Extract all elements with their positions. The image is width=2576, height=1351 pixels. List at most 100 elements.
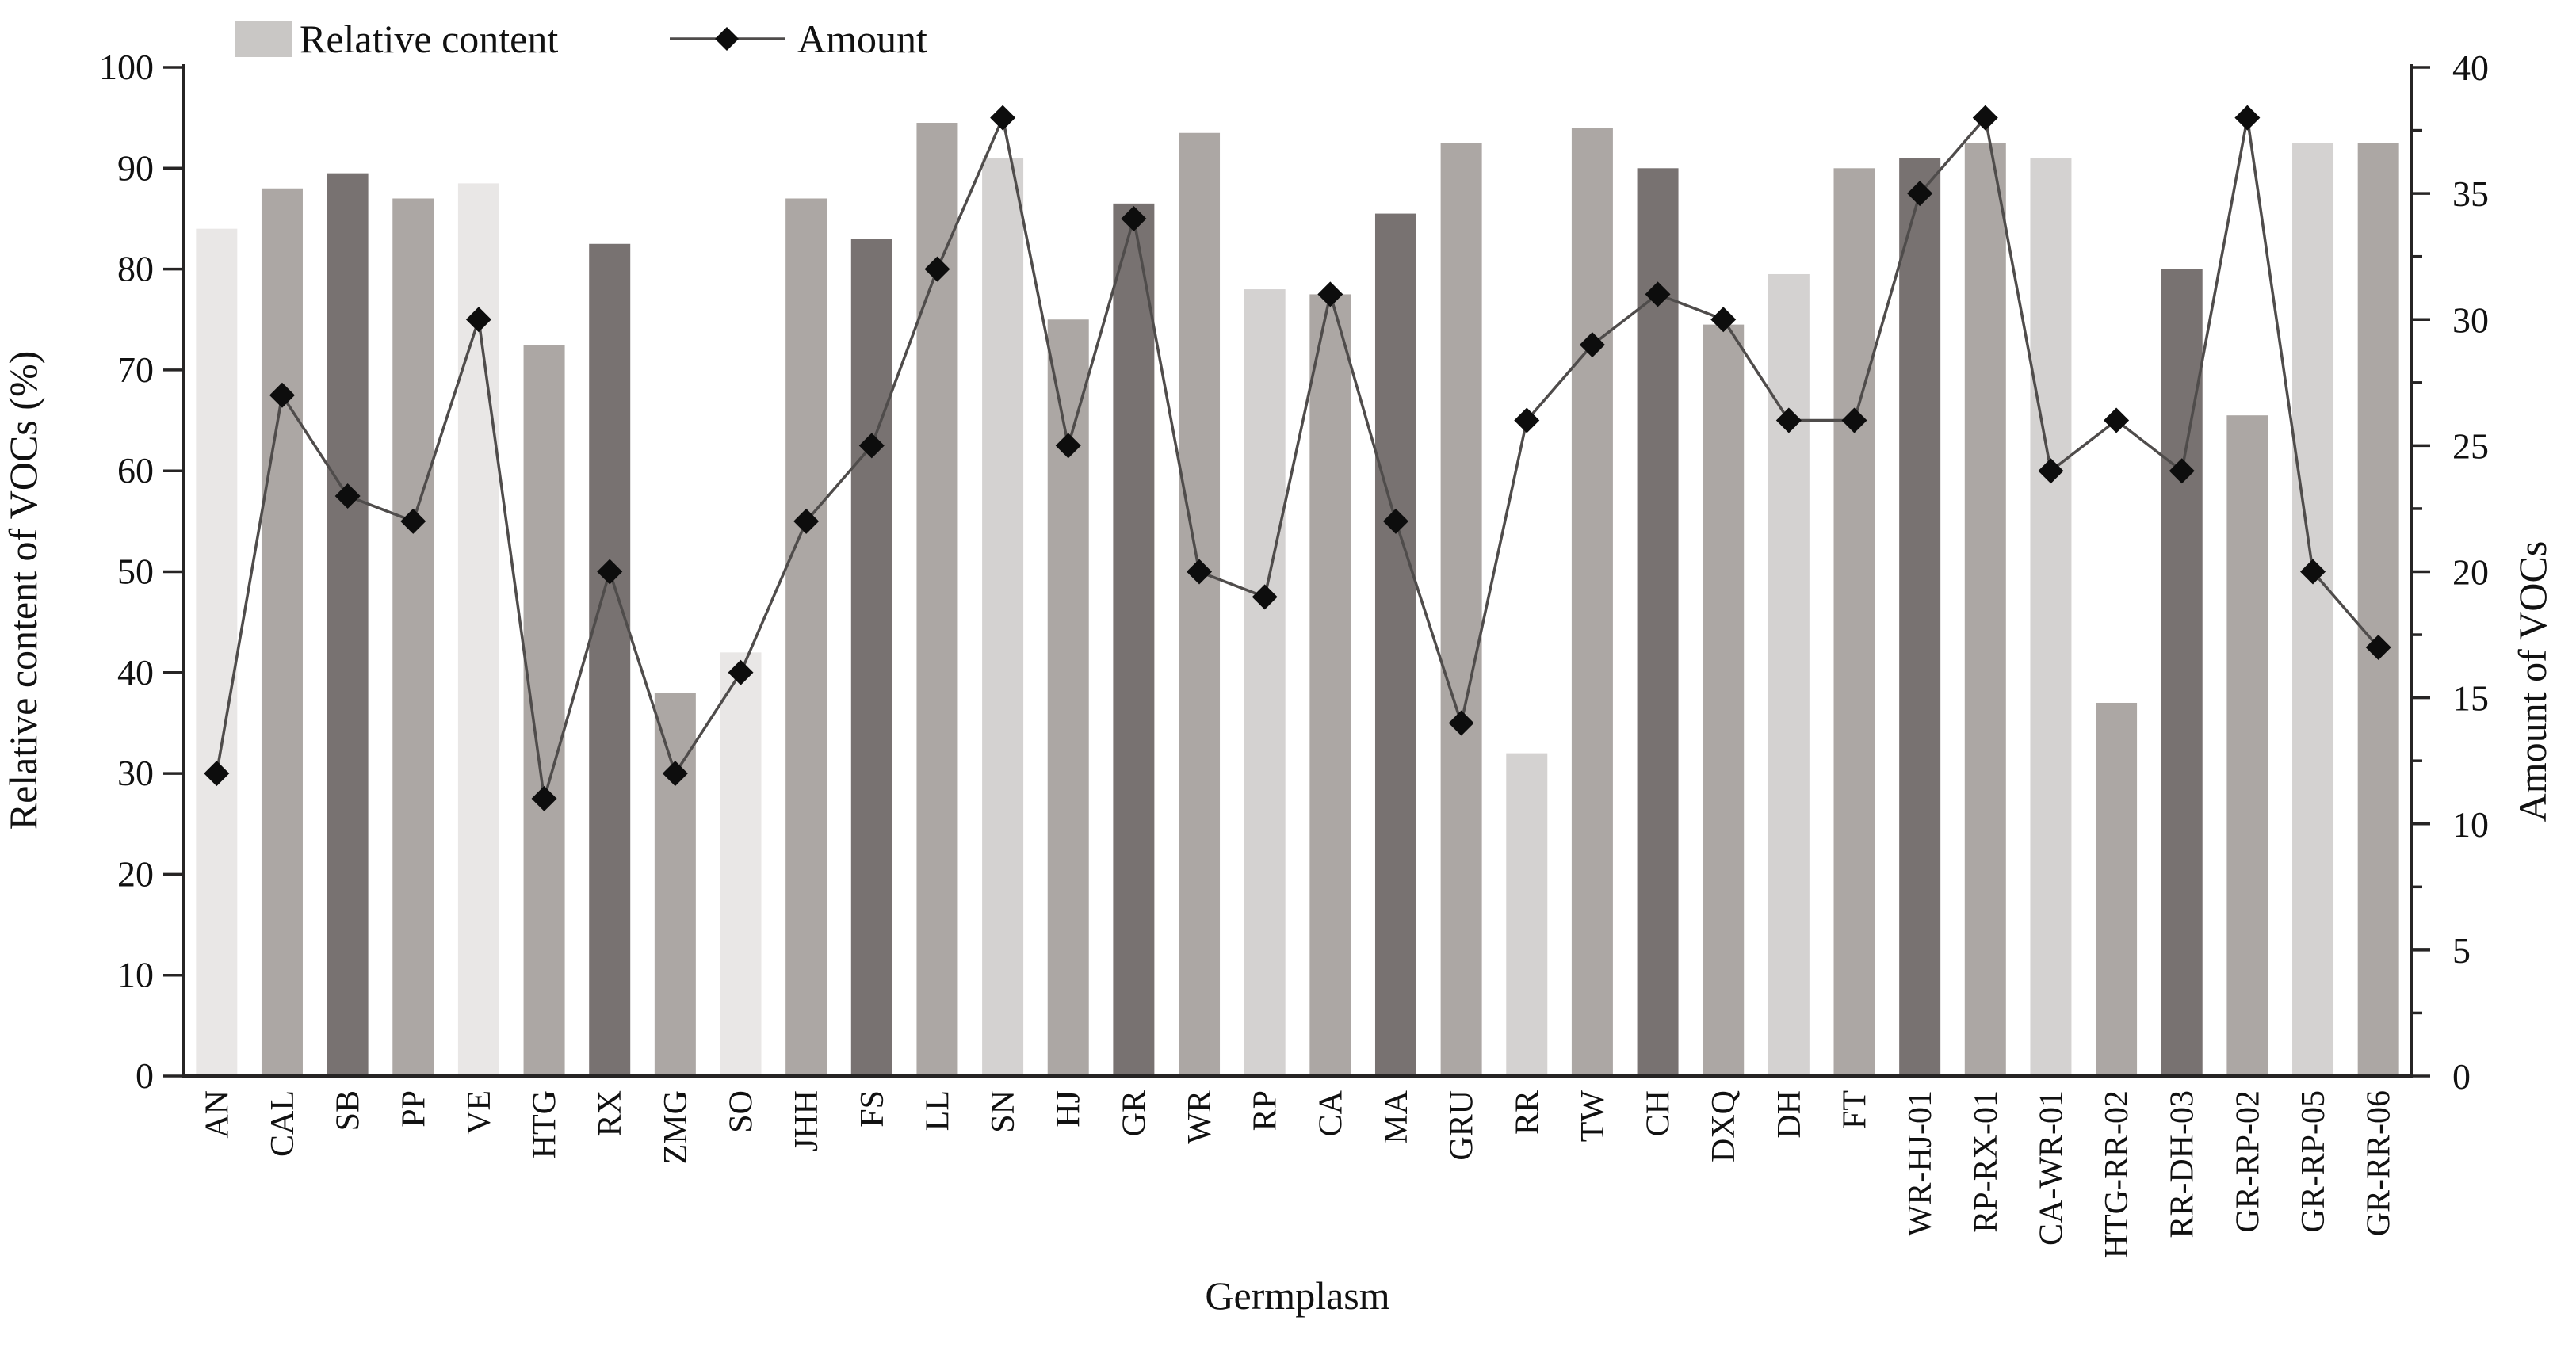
x-tick-label-CAL: CAL — [265, 1090, 301, 1157]
x-tick-label-FT: FT — [1837, 1090, 1874, 1129]
bar-FS — [850, 239, 892, 1076]
amount-marker-VE — [465, 307, 491, 333]
amount-marker-CAL — [269, 382, 295, 408]
amount-marker-WR-HJ-01 — [1907, 181, 1933, 207]
left-axis-tick-label: 90 — [117, 147, 154, 188]
x-tick-label-MA: MA — [1378, 1090, 1415, 1143]
bar-WR-HJ-01 — [1899, 158, 1941, 1076]
x-tick-label-WR: WR — [1182, 1090, 1218, 1144]
bar-HTG — [523, 345, 565, 1076]
amount-marker-MA — [1382, 508, 1408, 534]
bar-JHH — [785, 198, 827, 1077]
right-axis-tick-label: 30 — [2452, 300, 2489, 340]
amount-marker-DXQ — [1710, 307, 1737, 333]
bar-ZMG — [654, 693, 696, 1076]
left-axis-tick-label: 20 — [117, 853, 154, 894]
amount-marker-HTG — [531, 785, 557, 811]
x-tick-label-GR: GR — [1116, 1090, 1152, 1136]
amount-marker-GR — [1121, 205, 1147, 231]
amount-marker-SB — [334, 483, 361, 509]
right-axis-tick-label: 25 — [2452, 426, 2489, 466]
x-tick-label-GR-RP-05: GR-RP-05 — [2295, 1090, 2332, 1233]
amount-marker-RP-RX-01 — [1972, 105, 1998, 131]
left-axis-tick-label: 80 — [117, 249, 154, 289]
amount-marker-GR-RR-06 — [2365, 634, 2391, 660]
amount-marker-LL — [924, 256, 950, 282]
bar-WR — [1179, 132, 1221, 1076]
amount-marker-CH — [1645, 281, 1671, 307]
x-tick-label-RR-DH-03: RR-DH-03 — [2165, 1090, 2201, 1238]
bar-SN — [982, 158, 1024, 1076]
x-tick-label-TW: TW — [1575, 1090, 1611, 1143]
bar-CH — [1637, 168, 1679, 1076]
x-tick-label-SN: SN — [985, 1090, 1022, 1133]
x-tick-label-FS: FS — [854, 1090, 891, 1128]
amount-marker-FS — [858, 433, 885, 459]
bar-RR — [1506, 753, 1548, 1076]
left-axis-tick-label: 30 — [117, 753, 154, 793]
x-tick-label-GRU: GRU — [1444, 1090, 1481, 1161]
bar-MA — [1374, 213, 1416, 1077]
right-axis-tick-label: 15 — [2452, 678, 2489, 719]
bar-AN — [196, 228, 238, 1077]
x-tick-label-HJ: HJ — [1051, 1090, 1087, 1128]
right-axis-tick-label: 5 — [2452, 930, 2471, 971]
x-tick-label-DH: DH — [1771, 1090, 1808, 1139]
x-tick-label-CH: CH — [1641, 1090, 1677, 1136]
amount-marker-PP — [400, 508, 426, 534]
amount-marker-JHH — [793, 508, 820, 534]
legend-label-amount: Amount — [797, 17, 927, 61]
bar-DXQ — [1703, 324, 1745, 1076]
bar-SB — [327, 173, 369, 1076]
right-axis-tick-label: 40 — [2452, 48, 2489, 88]
amount-marker-GR-RP-02 — [2234, 105, 2261, 131]
bar-GR — [1113, 203, 1155, 1077]
amount-marker-GR-RP-05 — [2300, 559, 2326, 585]
bar-SO — [720, 652, 762, 1076]
amount-marker-ZMG — [662, 761, 688, 787]
x-tick-label-GR-RR-06: GR-RR-06 — [2361, 1090, 2398, 1236]
amount-marker-DH — [1775, 407, 1802, 433]
left-axis-tick-label: 60 — [117, 450, 154, 490]
left-axis-tick-label: 0 — [136, 1055, 154, 1096]
bar-CA-WR-01 — [2030, 158, 2072, 1076]
x-tick-label-HTG-RR-02: HTG-RR-02 — [2099, 1090, 2135, 1258]
legend-bar-swatch — [235, 21, 292, 57]
amount-marker-HJ — [1055, 433, 1081, 459]
legend-label-relative-content: Relative content — [300, 17, 558, 61]
amount-marker-CA-WR-01 — [2038, 458, 2064, 484]
bar-GR-RR-06 — [2357, 143, 2399, 1077]
bar-RX — [589, 243, 631, 1076]
amount-marker-RR — [1514, 407, 1540, 433]
bar-RP — [1244, 289, 1286, 1076]
amount-marker-CA — [1317, 281, 1343, 307]
x-axis-title: Germplasm — [1205, 1273, 1389, 1318]
amount-marker-GRU — [1448, 710, 1474, 736]
right-axis-title: Amount of VOCs — [2510, 541, 2555, 822]
x-tick-label-JHH: JHH — [789, 1090, 825, 1151]
right-axis-tick-label: 35 — [2452, 174, 2489, 214]
x-tick-label-RP: RP — [1248, 1090, 1284, 1131]
amount-marker-RP — [1252, 584, 1278, 610]
x-tick-label-CA: CA — [1313, 1090, 1349, 1136]
x-tick-label-AN: AN — [199, 1090, 235, 1139]
left-axis-tick-label: 10 — [117, 955, 154, 995]
bar-TW — [1571, 128, 1613, 1076]
right-axis-tick-label: 0 — [2452, 1056, 2471, 1097]
x-tick-label-RX: RX — [592, 1090, 629, 1136]
left-axis-title: Relative content of VOCs (%) — [1, 351, 45, 830]
bar-RP-RX-01 — [1964, 143, 2006, 1077]
bar-GR-RP-02 — [2226, 415, 2268, 1076]
left-axis-tick-label: 40 — [117, 652, 154, 693]
amount-marker-AN — [204, 761, 230, 787]
left-axis-tick-label: 70 — [117, 349, 154, 390]
x-tick-label-CA-WR-01: CA-WR-01 — [2033, 1090, 2070, 1246]
right-axis-tick-label: 10 — [2452, 804, 2489, 845]
amount-marker-FT — [1841, 407, 1867, 433]
x-tick-label-GR-RP-02: GR-RP-02 — [2230, 1090, 2266, 1233]
amount-marker-RX — [597, 559, 623, 585]
x-tick-label-SO: SO — [724, 1090, 760, 1133]
bar-GRU — [1440, 143, 1482, 1077]
